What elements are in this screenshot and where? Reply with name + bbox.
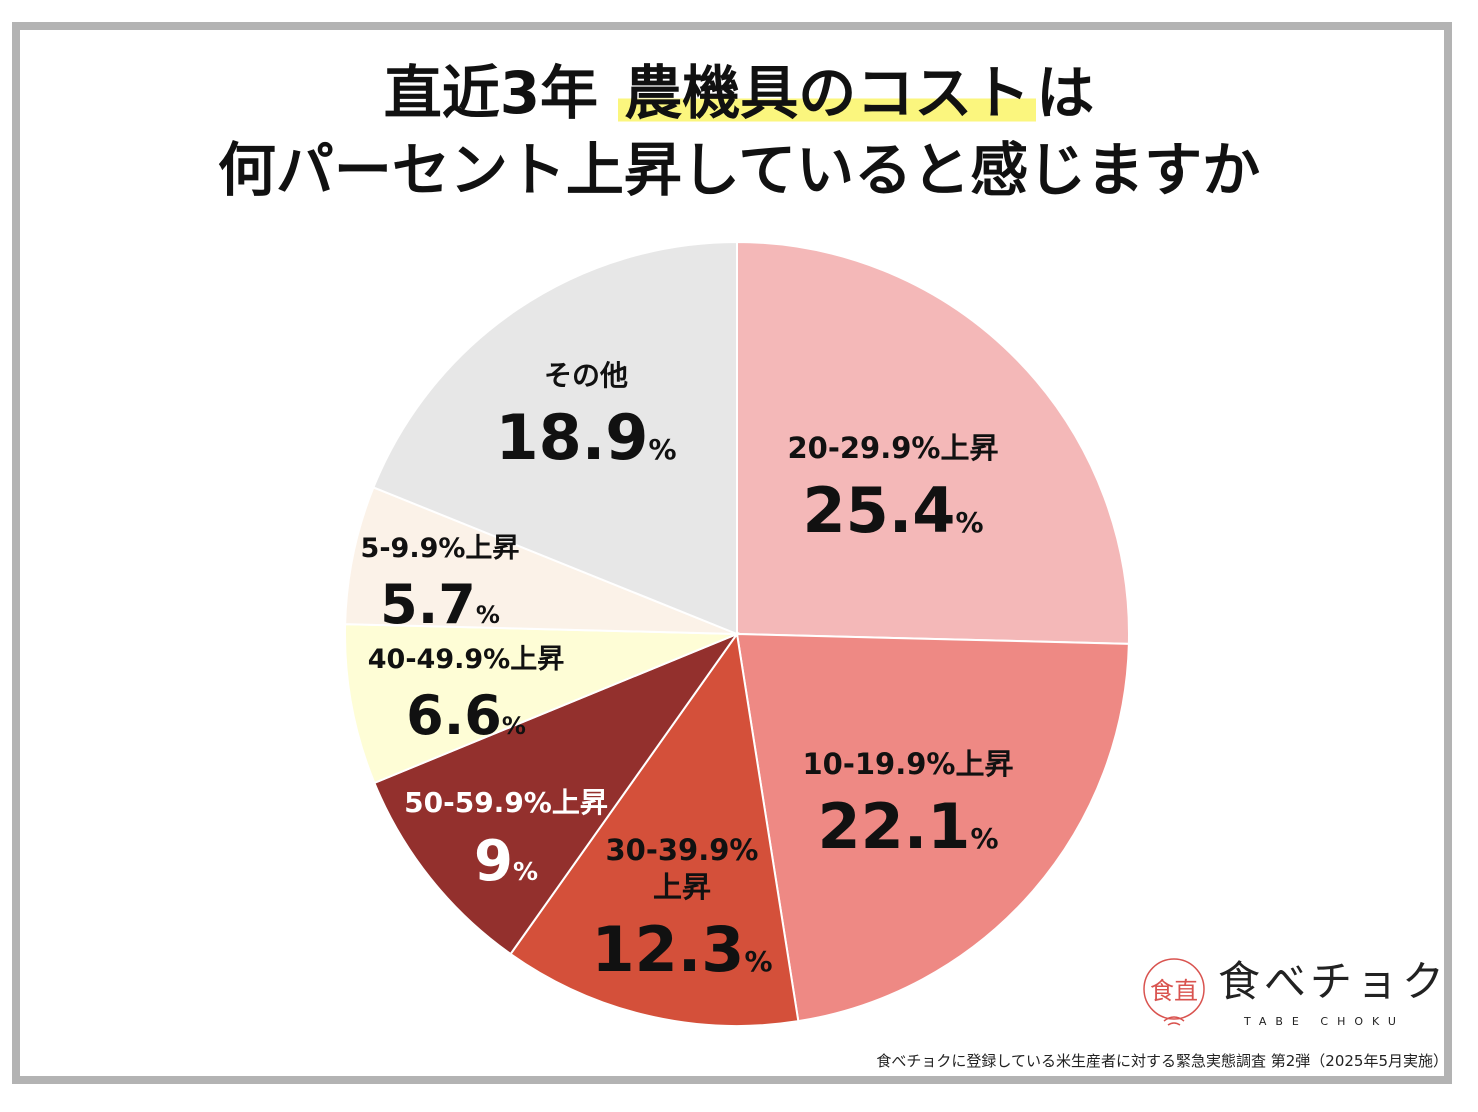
title-suffix: は (1036, 59, 1095, 127)
footnote: 食べチョクに登録している米生産者に対する緊急実態調査 第2弾（2025年5月実施… (876, 1052, 1448, 1070)
slice-value-label: 25.4% (802, 474, 983, 547)
logo-name: 食べチョク (1218, 957, 1449, 1006)
slice-category-label: 20-29.9%上昇 (787, 431, 998, 465)
slice-label-group: その他 18.9% (495, 359, 676, 474)
logo-sub: TABE CHOKU (1244, 1015, 1405, 1028)
pie-slice (373, 631, 740, 956)
slice-category-label: 40-49.9%上昇 (368, 644, 564, 675)
chart-title-line-2: 何パーセント上昇していると感じますか (217, 136, 1261, 204)
slice-category-label: 50-59.9%上昇 (404, 786, 608, 819)
slice-category-label: 10-19.9%上昇 (802, 747, 1013, 781)
tabechoku-logo: 食直 食べチョク TABE CHOKU (1138, 955, 1444, 1035)
slice-value-label: 5.7% (380, 573, 500, 636)
slice-value-label: 22.1% (817, 790, 998, 863)
chart-title-line-1: 直近3年 農機具のコストは (0, 59, 1478, 127)
slice-value-label: 18.9% (495, 401, 676, 474)
pie-slice (344, 623, 738, 785)
slice-label-group: 20-29.9%上昇 25.4% (787, 431, 998, 547)
pie-slice (509, 631, 800, 1027)
slice-value-label: 12.3% (591, 913, 772, 986)
slice-label-group: 5-9.9%上昇 5.7% (361, 533, 520, 636)
title-prefix: 直近3年 (383, 59, 619, 127)
slice-value-label: 9% (474, 829, 538, 894)
slice-label-group: 30-39.9%上昇 12.3% (591, 833, 772, 986)
pie-slice (736, 240, 1130, 645)
slice-category-label: その他 (544, 359, 628, 392)
slice-value-label: 6.6% (406, 684, 526, 747)
pie-slice (735, 632, 1130, 1023)
slice-category-label: 5-9.9%上昇 (361, 533, 520, 564)
pie-slice (372, 240, 738, 636)
title-highlight: 農機具のコスト (618, 59, 1037, 127)
slice-label-group: 50-59.9%上昇 9% (404, 786, 608, 894)
slice-label-group: 10-19.9%上昇 22.1% (802, 747, 1013, 863)
slice-label-group: 40-49.9%上昇 6.6% (368, 644, 564, 747)
pie-slice (344, 486, 738, 635)
logo-mark-text: 食直 (1150, 977, 1198, 1005)
logo-mark-icon: 食直 (1143, 958, 1205, 1026)
slice-category-label: 30-39.9%上昇 (605, 833, 758, 904)
